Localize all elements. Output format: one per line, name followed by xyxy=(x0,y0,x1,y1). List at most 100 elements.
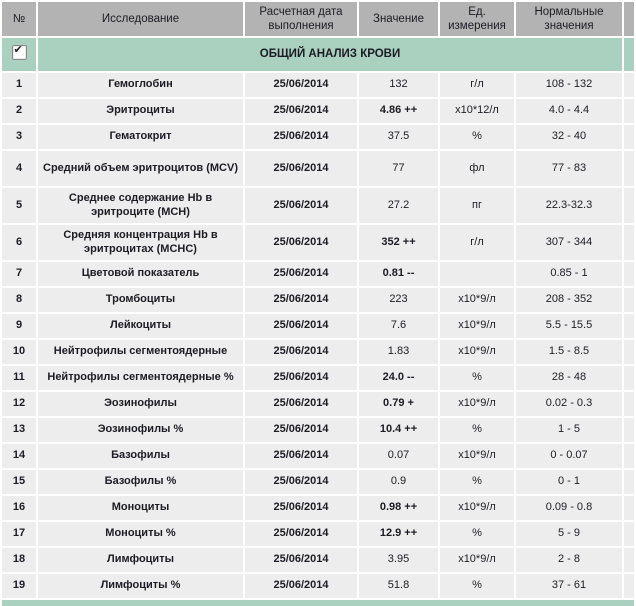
date-cell: 25/06/2014 xyxy=(245,522,357,546)
test-name-cell: Моноциты % xyxy=(38,522,243,546)
unit-cell: х10*9/л xyxy=(440,288,514,312)
section-title: ОБЩИЙ АНАЛИЗ КРОВИ xyxy=(38,38,622,71)
date-cell: 25/06/2014 xyxy=(245,314,357,338)
normal-range-cell: 5 - 9 xyxy=(516,522,622,546)
date-cell: 25/06/2014 xyxy=(245,392,357,416)
table-header-row: № Исследование Расчетная дата выполнения… xyxy=(2,2,634,36)
normal-range-cell: 22.3-32.3 xyxy=(516,188,622,223)
value-cell: 352 ++ xyxy=(359,225,438,260)
table-row: 11 Нейтрофилы сегментоядерные % 25/06/20… xyxy=(2,366,634,390)
value-cell: 51.8 xyxy=(359,574,438,598)
normal-range-cell: 77 - 83 xyxy=(516,151,622,186)
test-name-cell: Гемоглобин xyxy=(38,73,243,97)
spacer-cell xyxy=(624,496,634,520)
row-number-cell: 15 xyxy=(2,470,36,494)
table-row: 18 Лимфоциты 25/06/2014 3.95 х10*9/л 2 -… xyxy=(2,548,634,572)
row-number-cell: 12 xyxy=(2,392,36,416)
unit-cell: пг xyxy=(440,188,514,223)
unit-cell: % xyxy=(440,522,514,546)
row-number-cell: 6 xyxy=(2,225,36,260)
spacer-cell xyxy=(624,188,634,223)
spacer-cell xyxy=(624,314,634,338)
value-cell: 132 xyxy=(359,73,438,97)
spacer-cell xyxy=(624,366,634,390)
test-name-cell: Тромбоциты xyxy=(38,288,243,312)
test-name-cell: Средняя концентрация Hb в эритроцитах (M… xyxy=(38,225,243,260)
date-cell: 25/06/2014 xyxy=(245,496,357,520)
normal-range-cell: 2 - 8 xyxy=(516,548,622,572)
table-row: 9 Лейкоциты 25/06/2014 7.6 х10*9/л 5.5 -… xyxy=(2,314,634,338)
unit-cell: % xyxy=(440,418,514,442)
value-cell: 24.0 -- xyxy=(359,366,438,390)
table-row: 14 Базофилы 25/06/2014 0.07 х10*9/л 0 - … xyxy=(2,444,634,468)
value-cell: 0.07 xyxy=(359,444,438,468)
test-name-cell: Гематокрит xyxy=(38,125,243,149)
row-number-cell: 11 xyxy=(2,366,36,390)
test-name-cell: Базофилы % xyxy=(38,470,243,494)
value-cell: 3.95 xyxy=(359,548,438,572)
spacer-cell xyxy=(624,225,634,260)
normal-range-cell: 1.5 - 8.5 xyxy=(516,340,622,364)
column-header-unit: Ед. измерения xyxy=(440,2,514,36)
normal-range-cell: 4.0 - 4.4 xyxy=(516,99,622,123)
test-name-cell: Среднее содержание Hb в эритроците (MCH) xyxy=(38,188,243,223)
date-cell: 25/06/2014 xyxy=(245,444,357,468)
row-number-cell: 18 xyxy=(2,548,36,572)
row-number-cell: 4 xyxy=(2,151,36,186)
unit-cell: % xyxy=(440,470,514,494)
date-cell: 25/06/2014 xyxy=(245,73,357,97)
date-cell: 25/06/2014 xyxy=(245,548,357,572)
unit-cell: % xyxy=(440,125,514,149)
unit-cell: г/л xyxy=(440,225,514,260)
spacer-cell xyxy=(624,392,634,416)
unit-cell: г/л xyxy=(440,73,514,97)
test-name-cell: Моноциты xyxy=(38,496,243,520)
table-row: 3 Гематокрит 25/06/2014 37.5 % 32 - 40 xyxy=(2,125,634,149)
table-row: 12 Эозинофилы 25/06/2014 0.79 + х10*9/л … xyxy=(2,392,634,416)
table-row: 5 Среднее содержание Hb в эритроците (MC… xyxy=(2,188,634,223)
value-cell: 223 xyxy=(359,288,438,312)
spacer-cell xyxy=(624,125,634,149)
test-name-cell: Цветовой показатель xyxy=(38,262,243,286)
row-number-cell: 13 xyxy=(2,418,36,442)
section-checkbox-cell xyxy=(2,38,36,71)
test-name-cell: Лимфоциты % xyxy=(38,574,243,598)
spacer-cell xyxy=(624,262,634,286)
spacer-cell xyxy=(624,288,634,312)
row-number-cell: 1 xyxy=(2,73,36,97)
table-row: 4 Средний объем эритроцитов (MCV) 25/06/… xyxy=(2,151,634,186)
row-number-cell: 5 xyxy=(2,188,36,223)
spacer-cell xyxy=(624,340,634,364)
section-row[interactable]: ОБЩИЙ АНАЛИЗ КРОВИ xyxy=(2,38,634,71)
unit-cell: х10*9/л xyxy=(440,496,514,520)
test-name-cell: Эритроциты xyxy=(38,99,243,123)
table-row: 17 Моноциты % 25/06/2014 12.9 ++ % 5 - 9 xyxy=(2,522,634,546)
section-spacer-cell xyxy=(624,38,634,71)
spacer-cell xyxy=(624,574,634,598)
table-row: 8 Тромбоциты 25/06/2014 223 х10*9/л 208 … xyxy=(2,288,634,312)
test-name-cell: Нейтрофилы сегментоядерные % xyxy=(38,366,243,390)
date-cell: 25/06/2014 xyxy=(245,288,357,312)
table-row: 16 Моноциты 25/06/2014 0.98 ++ х10*9/л 0… xyxy=(2,496,634,520)
normal-range-cell: 0 - 1 xyxy=(516,470,622,494)
unit-cell: х10*9/л xyxy=(440,314,514,338)
column-header-number: № xyxy=(2,2,36,36)
test-name-cell: Лейкоциты xyxy=(38,314,243,338)
table-row: 1 Гемоглобин 25/06/2014 132 г/л 108 - 13… xyxy=(2,73,634,97)
spacer-cell xyxy=(624,444,634,468)
unit-cell: х10*12/л xyxy=(440,99,514,123)
row-number-cell: 19 xyxy=(2,574,36,598)
value-cell: 0.98 ++ xyxy=(359,496,438,520)
table-row: 7 Цветовой показатель 25/06/2014 0.81 --… xyxy=(2,262,634,286)
column-header-value: Значение xyxy=(359,2,438,36)
test-name-cell: Лимфоциты xyxy=(38,548,243,572)
date-cell: 25/06/2014 xyxy=(245,418,357,442)
value-cell: 0.79 + xyxy=(359,392,438,416)
section-checkbox[interactable] xyxy=(11,44,27,60)
date-cell: 25/06/2014 xyxy=(245,262,357,286)
row-number-cell: 14 xyxy=(2,444,36,468)
row-number-cell: 9 xyxy=(2,314,36,338)
unit-cell: % xyxy=(440,366,514,390)
date-cell: 25/06/2014 xyxy=(245,574,357,598)
